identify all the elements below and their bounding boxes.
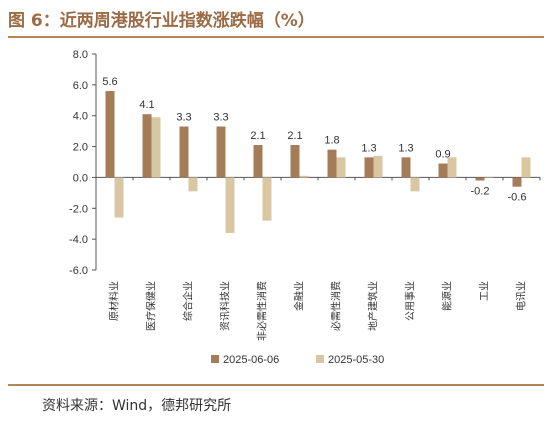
bar-2025-05-30 (373, 155, 383, 178)
bar-2025-06-06 (290, 145, 300, 178)
y-tick-label: 4.0 (73, 111, 88, 123)
bar-chart: 8.0 6.0 4.0 2.0 0.0 -2.0 -4.0 -6.0 5.6 原材料业 4.1 医疗… (69, 49, 541, 366)
bar-2025-06-06 (216, 126, 226, 178)
bar-2025-06-06 (142, 114, 152, 178)
data-label: -0.2 (471, 186, 490, 198)
category-label: 必需性消费 (330, 281, 343, 331)
source-note: 资料来源：Wind，德邦研究所 (42, 398, 232, 414)
category-label: 原材料业 (108, 281, 121, 321)
y-tick-label: -6.0 (69, 265, 88, 277)
bar-2025-06-06 (364, 157, 374, 178)
bar-2025-06-06 (512, 177, 522, 187)
chart-title: 图 6：近两周港股行业指数涨跌幅（%） (8, 11, 315, 31)
category-label: 工业 (479, 281, 491, 301)
y-tick-label: -4.0 (69, 234, 88, 246)
bar-2025-05-30 (188, 177, 198, 192)
legend-2025-05-30-label: 2025-05-30 (328, 354, 384, 366)
legend-2025-06-06-swatch (211, 355, 219, 363)
y-tick-label: 6.0 (73, 80, 88, 92)
data-label: 1.3 (361, 142, 376, 154)
data-label: 1.3 (398, 142, 413, 154)
bar-2025-06-06 (438, 163, 448, 178)
bar-2025-05-30 (299, 175, 309, 178)
bar-2025-06-06 (105, 91, 115, 178)
data-label: 4.1 (139, 99, 154, 111)
bar-2025-06-06 (253, 145, 263, 178)
bar-2025-05-30 (447, 157, 457, 178)
bar-2025-05-30 (410, 177, 420, 192)
category-label: 医疗保健业 (145, 281, 158, 331)
bar-2025-05-30 (114, 177, 124, 218)
bar-2025-05-30 (336, 157, 346, 178)
data-label: 2.1 (287, 130, 302, 142)
y-tick-label: 8.0 (73, 49, 88, 61)
y-tick-label: 0.0 (73, 172, 88, 184)
category-label: 非必需性消费 (256, 281, 269, 341)
data-label: 1.8 (324, 135, 339, 147)
legend-2025-05-30-swatch (316, 355, 324, 363)
bar-2025-06-06 (475, 177, 485, 181)
bar-2025-05-30 (225, 177, 235, 233)
bottom-divider (8, 384, 544, 386)
bar-2025-05-30 (262, 177, 272, 221)
legend-2025-06-06-label: 2025-06-06 (223, 354, 279, 366)
category-label: 公用事业 (404, 281, 417, 321)
category-label: 金融业 (293, 281, 306, 311)
bar-2025-05-30 (151, 117, 161, 178)
data-label: -0.6 (508, 192, 527, 204)
data-label: 3.3 (176, 112, 191, 124)
category-label: 地产建筑业 (367, 281, 380, 331)
bar-2025-06-06 (401, 157, 411, 178)
bar-2025-05-30 (484, 177, 494, 178)
y-tick-label: 2.0 (73, 142, 88, 154)
data-label: 2.1 (250, 130, 265, 142)
top-divider (8, 36, 544, 38)
data-label: 3.3 (213, 112, 228, 124)
category-label: 电讯业 (515, 281, 528, 311)
category-label: 综合企业 (182, 281, 195, 321)
data-label: 0.9 (435, 149, 450, 161)
category-label: 能源业 (441, 281, 454, 311)
y-tick-label: -2.0 (69, 203, 88, 215)
data-label: 5.6 (102, 76, 117, 88)
bar-2025-06-06 (179, 126, 189, 178)
category-label: 资讯科技业 (219, 281, 232, 331)
bar-2025-05-30 (521, 157, 531, 178)
bar-2025-06-06 (327, 149, 337, 178)
